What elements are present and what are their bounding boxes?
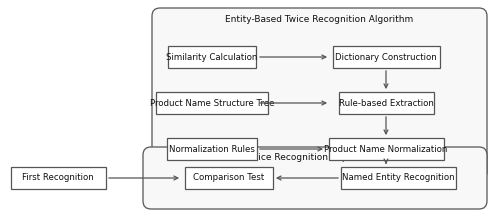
Text: Entity-Based Twice Recognition Algorithm: Entity-Based Twice Recognition Algorithm — [226, 15, 414, 24]
FancyBboxPatch shape — [152, 8, 487, 180]
Text: Product Name Structure Tree: Product Name Structure Tree — [150, 99, 274, 107]
Text: Named Entity Recognition: Named Entity Recognition — [342, 174, 454, 182]
Bar — [156, 92, 268, 114]
Text: Comparison Test: Comparison Test — [194, 174, 264, 182]
Bar — [168, 46, 256, 68]
Bar — [328, 138, 444, 160]
Text: Dictionary Construction: Dictionary Construction — [335, 53, 437, 61]
Text: Rule-based Extraction: Rule-based Extraction — [338, 99, 434, 107]
Text: Similarity Calculation: Similarity Calculation — [166, 53, 258, 61]
Bar — [338, 92, 434, 114]
Bar — [185, 167, 273, 189]
Bar — [10, 167, 106, 189]
Bar — [332, 46, 440, 68]
FancyBboxPatch shape — [143, 147, 487, 209]
Text: First Recognition: First Recognition — [22, 174, 94, 182]
Text: Normalization Rules: Normalization Rules — [169, 145, 255, 153]
Bar — [340, 167, 456, 189]
Text: Product Name Normalization: Product Name Normalization — [324, 145, 448, 153]
Text: Twice Recognition Experiment: Twice Recognition Experiment — [247, 153, 383, 162]
Bar — [167, 138, 257, 160]
